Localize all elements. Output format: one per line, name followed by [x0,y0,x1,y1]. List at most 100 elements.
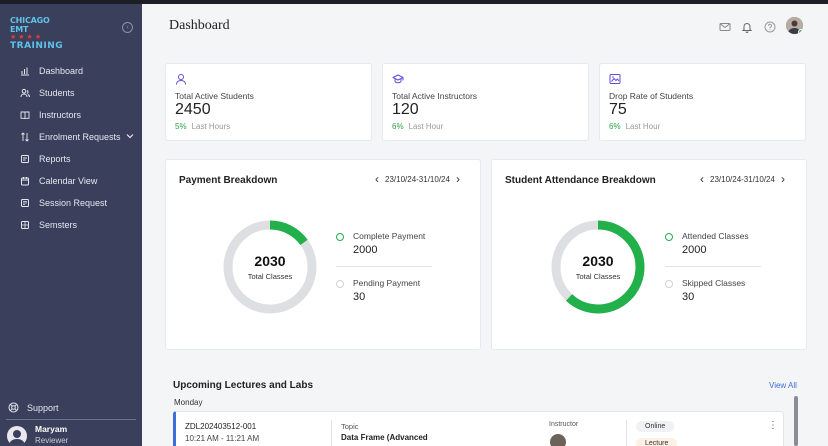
sidebar-item-instructors[interactable]: Instructors [0,104,142,126]
donut-center: 2030 Total Classes [550,219,646,315]
avatar [7,426,27,446]
lecture-instructor-label: Instructor [549,421,579,428]
sidebar-nav: Dashboard Students Instructors Enrolment… [0,60,142,236]
legend-label: Attended Classes [682,231,749,241]
sidebar-item-label: Enrolment Requests [39,132,121,142]
donut-total-value: 2030 [254,253,286,269]
attendance-donut-chart [551,220,645,314]
payment-breakdown-card: Payment Breakdown ‹ 23/10/24-31/10/24 › … [165,159,481,350]
brand-logo[interactable]: CHICAGO EMT ★★★★ TRAINING [10,16,63,51]
main-scrollbar[interactable] [794,396,798,446]
legend-dot [336,280,344,288]
help-icon[interactable] [764,20,776,33]
sidebar-item-dashboard[interactable]: Dashboard [0,60,142,82]
sidebar-collapse-button[interactable]: ‹ [122,22,133,33]
legend-divider [336,266,432,267]
legend-dot [665,233,673,241]
stat-trend-period: Last Hour [408,122,444,131]
date-range-label: 23/10/24-31/10/24 [385,174,450,184]
panel-title: Payment Breakdown [179,175,278,186]
sidebar-item-label: Calendar View [39,176,98,186]
stat-card-students: Total Active Students 2450 5% Last Hours [165,63,372,141]
stat-trend: 6% Last Hour [392,122,443,131]
lecture-time: 10:21 AM - 11:21 AM [185,434,260,443]
sidebar-item-label: Semsters [39,220,78,230]
sidebar-item-label: Dashboard [39,66,84,76]
graduation-cap-icon [392,72,404,84]
chevron-right-icon[interactable]: › [780,172,785,186]
profile-avatar[interactable] [786,17,803,34]
user-role: Reviewer [35,436,69,445]
sidebar-item-label: Reports [39,154,71,164]
stat-card-instructors: Total Active Instructors 120 6% Last Hour [382,63,589,141]
sidebar-item-enrolment-requests[interactable]: Enrolment Requests [0,126,142,148]
chevron-down-icon[interactable] [126,132,134,142]
sidebar-user[interactable]: Maryam Reviewer [7,424,68,446]
mail-icon[interactable] [719,20,731,32]
sidebar-item-calendar-view[interactable]: Calendar View [0,170,142,192]
stat-label: Drop Rate of Students [609,91,694,101]
lecture-divider [331,420,332,446]
chevron-right-icon[interactable]: › [455,172,460,186]
sidebar-divider [6,419,136,420]
donut-arc-attended [551,220,645,314]
date-range-selector: ‹ 23/10/24-31/10/24 › [375,173,460,185]
panel-title: Student Attendance Breakdown [505,175,656,186]
image-chart-icon [609,72,621,84]
bell-icon[interactable] [741,20,753,33]
upcoming-day-label: Monday [174,398,203,407]
stat-trend-percent: 6% [392,122,404,131]
type-badge: Lecture [636,438,678,446]
stat-trend-period: Last Hour [625,122,661,131]
sidebar-item-label: Instructors [39,110,82,120]
more-options-icon[interactable]: ⋮ [768,420,778,431]
chevron-left-icon[interactable]: ‹ [375,172,379,186]
legend-label: Complete Payment [353,231,426,241]
chart-icon [20,66,30,76]
calendar-icon [20,176,30,186]
session-icon [20,198,30,208]
logo-line-2: TRAINING [10,41,64,51]
sidebar-item-semsters[interactable]: Semsters [0,214,142,236]
date-range-label: 23/10/24-31/10/24 [710,174,775,184]
sidebar-item-students[interactable]: Students [0,82,142,104]
legend-value: 30 [682,291,695,303]
stat-value: 2450 [175,101,211,118]
lifebuoy-icon [8,402,19,413]
stat-trend: 6% Last Hour [609,122,660,131]
legend-divider [665,266,761,267]
donut-total-label: Total Classes [247,272,293,281]
user-name: Maryam [35,424,68,434]
logo-stars: ★★★★ [10,34,44,41]
book-icon [20,110,30,120]
stat-value: 120 [392,101,419,118]
lecture-topic-label: Topic [341,422,359,431]
stat-card-drop-rate: Drop Rate of Students 75 6% Last Hour [599,63,806,141]
report-icon [20,154,30,164]
sidebar-item-label: Session Request [39,198,108,208]
legend-label: Skipped Classes [682,278,746,288]
sidebar-item-reports[interactable]: Reports [0,148,142,170]
legend-value: 30 [353,291,366,303]
attendance-breakdown-card: Student Attendance Breakdown ‹ 23/10/24-… [491,159,807,350]
instructor-avatar[interactable] [550,434,566,446]
lecture-card[interactable]: ZDL202403512-001 10:21 AM - 11:21 AM Top… [173,411,784,446]
legend-value: 2000 [682,244,707,256]
sidebar-item-session-request[interactable]: Session Request [0,192,142,214]
stat-trend-period: Last Hours [191,122,231,131]
mode-badge: Online [636,421,675,432]
stat-trend-percent: 6% [609,122,621,131]
view-all-link[interactable]: View All [769,381,797,390]
upcoming-section-title: Upcoming Lectures and Labs [173,380,314,391]
stat-value: 75 [609,101,627,118]
user-icon [175,72,187,85]
chevron-left-icon[interactable]: ‹ [700,172,704,186]
page-title: Dashboard [169,18,230,33]
grid-icon [20,220,30,230]
stat-label: Total Active Students [175,91,254,101]
online-status-dot [798,29,803,34]
sidebar-support[interactable]: Support [8,402,59,413]
sidebar: CHICAGO EMT ★★★★ TRAINING ‹ Dashboard St… [0,4,142,446]
swap-icon [20,132,30,142]
donut-total-value: 2030 [582,253,614,269]
